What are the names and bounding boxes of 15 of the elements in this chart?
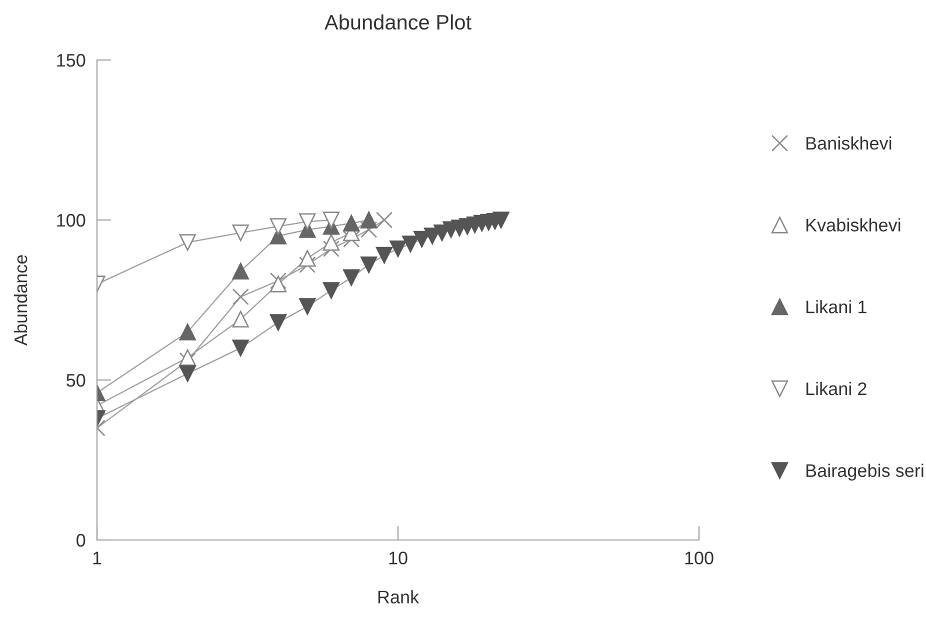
legend-label: Likani 2 — [806, 382, 866, 396]
legend-label: Baniskhevi — [806, 136, 892, 150]
y-axis-title: Abundance — [14, 255, 28, 346]
y-tick-label: 50 — [66, 374, 86, 387]
legend-label: Kvabiskhevi — [806, 218, 900, 232]
x-tick-label: 10 — [389, 552, 408, 564]
legend-label: Bairagebis seri — [806, 464, 924, 481]
legend-label: Likani 1 — [806, 300, 866, 314]
x-tick-label: 100 — [685, 552, 714, 564]
x-axis-title: Rank — [378, 590, 420, 604]
y-tick-label: 150 — [57, 54, 86, 67]
chart-title: Abundance Plot — [324, 14, 472, 30]
y-tick-label: 0 — [76, 534, 86, 547]
x-tick-label: 1 — [93, 552, 102, 564]
y-tick-label: 100 — [57, 214, 86, 227]
